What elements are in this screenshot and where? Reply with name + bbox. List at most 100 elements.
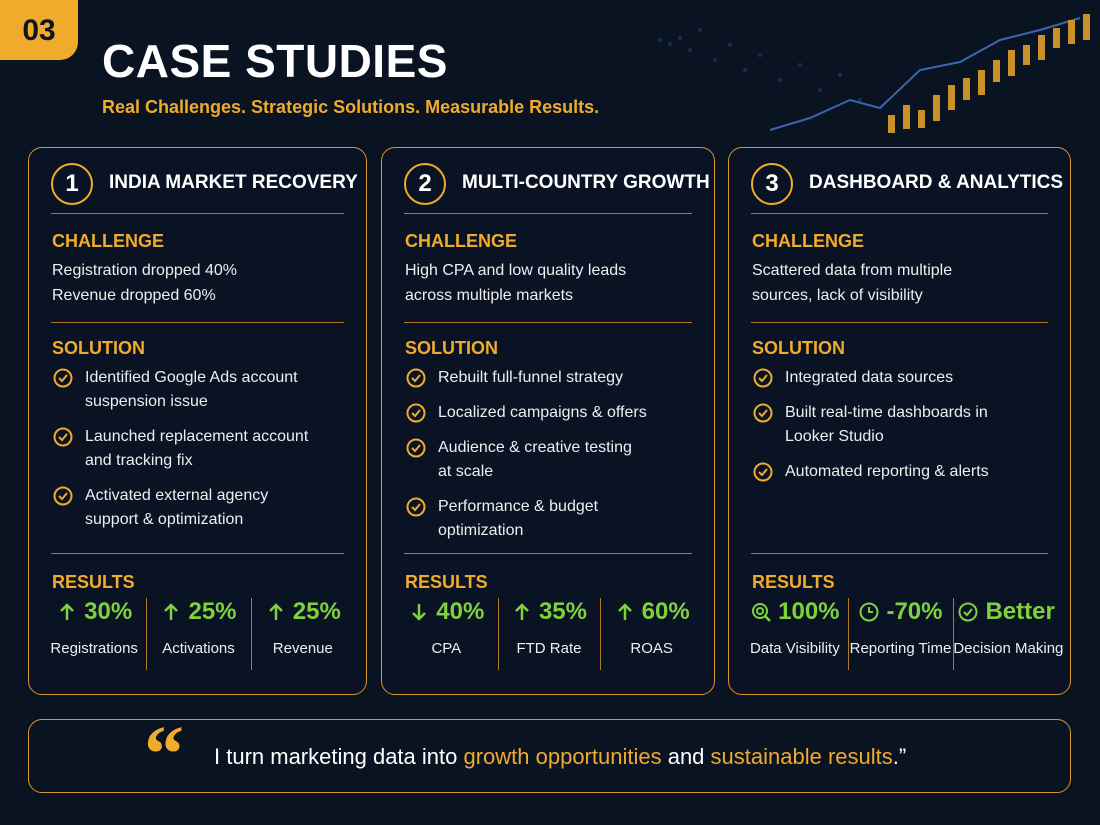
challenge-text: Scattered data from multiple sources, lac…	[752, 258, 952, 308]
solution-line: Launched replacement account	[85, 428, 309, 445]
decor-chart	[658, 14, 1090, 133]
challenge-label: CHALLENGE	[752, 231, 864, 251]
solution-line: Performance & budget	[438, 498, 599, 515]
solution-list: Rebuilt full-funnel strategy Localized ca…	[405, 366, 647, 554]
case-card: 3 DASHBOARD & ANALYTICS CHALLENGE Scattered…	[728, 147, 1071, 695]
quote-text: I turn marketing data into growth opport…	[214, 744, 906, 770]
result-number: 35%	[538, 598, 587, 625]
result-label: Data Visibility	[749, 640, 840, 657]
result-separator	[250, 598, 252, 670]
result: -70% Reporting Time	[847, 598, 954, 670]
challenge-line: Registration dropped 40%	[52, 262, 238, 279]
solution-list: Integrated data sources Built real-time d…	[752, 366, 989, 495]
result-value: Better	[953, 598, 1059, 626]
result-number: 60%	[641, 598, 690, 625]
check-icon	[406, 497, 426, 517]
solution-line: at scale	[438, 463, 494, 480]
result-value: -70%	[848, 598, 954, 626]
challenge-text: High CPA and low quality leads across mul…	[405, 258, 626, 308]
result: 100% Data Visibility	[742, 598, 848, 670]
solution-item: Audience & creative testing at scale	[405, 436, 647, 484]
check-icon	[406, 403, 426, 423]
result-number: 40%	[436, 598, 485, 625]
challenge-line: across multiple markets	[405, 287, 574, 304]
solution-line: Automated reporting & alerts	[785, 463, 989, 480]
solution-line: optimization	[438, 522, 524, 539]
up-icon	[617, 603, 632, 620]
result-separator	[497, 598, 499, 670]
divider	[404, 322, 692, 323]
challenge-text: Registration dropped 40% Revenue dropped …	[52, 258, 237, 308]
result-number: Better	[985, 598, 1055, 625]
card-number: 2	[404, 163, 446, 205]
result-value: 25%	[146, 598, 250, 626]
solution-line: suspension issue	[85, 393, 208, 410]
solution-label: SOLUTION	[405, 338, 498, 358]
result-number: 25%	[188, 598, 237, 625]
search-icon	[752, 603, 772, 622]
result-number: 100%	[778, 598, 840, 625]
results-label: RESULTS	[405, 572, 488, 592]
solution-item: Integrated data sources	[752, 366, 989, 390]
solution-list: Identified Google Ads account suspension …	[52, 366, 308, 543]
result-value: 100%	[742, 598, 848, 626]
page-title: CASE STUDIES	[102, 35, 448, 87]
result-value: 60%	[600, 598, 703, 626]
down-icon	[412, 604, 427, 621]
challenge-line: Scattered data from multiple	[752, 262, 953, 279]
section-badge: 03	[0, 0, 78, 60]
quote-highlight: growth opportunities	[463, 744, 662, 769]
solution-line: Activated external agency	[85, 487, 269, 504]
challenge-label: CHALLENGE	[52, 231, 164, 251]
case-card: 1 INDIA MARKET RECOVERY CHALLENGE Registrat…	[28, 147, 367, 695]
challenge-label: CHALLENGE	[405, 231, 517, 251]
solution-item: Performance & budget optimization	[405, 495, 647, 543]
quote-part: .”	[892, 744, 907, 769]
quote-part: I turn marketing data into	[214, 744, 464, 769]
result-label: ROAS	[630, 640, 673, 657]
solution-label: SOLUTION	[52, 338, 145, 358]
divider	[51, 553, 344, 554]
results-label: RESULTS	[52, 572, 135, 592]
solution-line: Localized campaigns & offers	[438, 404, 647, 421]
result-label: Revenue	[272, 640, 333, 657]
solution-item: Activated external agency support & optim…	[52, 484, 308, 532]
solution-label: SOLUTION	[752, 338, 845, 358]
result-label: Activations	[162, 640, 235, 657]
case-card: 2 MULTI-COUNTRY GROWTH CHALLENGE High CPA a…	[381, 147, 715, 695]
result-number: 25%	[292, 598, 341, 625]
result: 25% Revenue	[250, 598, 355, 670]
solution-line: Audience & creative testing	[438, 439, 632, 456]
check-icon	[406, 368, 426, 388]
divider	[51, 322, 344, 323]
check-icon	[53, 486, 73, 506]
solution-item: Automated reporting & alerts	[752, 460, 989, 484]
check-icon	[406, 438, 426, 458]
card-number: 3	[751, 163, 793, 205]
result: 35% FTD Rate	[497, 598, 601, 670]
quote-mark: “	[144, 711, 184, 799]
solution-line: and tracking fix	[85, 452, 193, 469]
check-icon	[753, 368, 773, 388]
result: 25% Activations	[146, 598, 250, 670]
solution-line: Looker Studio	[785, 428, 884, 445]
result-label: Registrations	[50, 640, 138, 657]
solution-line: Rebuilt full-funnel strategy	[438, 369, 623, 386]
result-label: FTD Rate	[516, 640, 582, 657]
solution-item: Localized campaigns & offers	[405, 401, 647, 425]
solution-item: Rebuilt full-funnel strategy	[405, 366, 647, 390]
result-label: Reporting Time	[849, 640, 952, 657]
check-icon	[753, 403, 773, 423]
solution-item: Built real-time dashboards in Looker Stud…	[752, 401, 989, 449]
subtitle: Real Challenges. Strategic Solutions. Me…	[102, 97, 600, 117]
divider	[404, 213, 692, 214]
result-value: 25%	[251, 598, 355, 626]
result-value: 35%	[498, 598, 601, 626]
result: 60% ROAS	[600, 598, 703, 670]
challenge-line: High CPA and low quality leads	[405, 262, 627, 279]
solution-line: support & optimization	[85, 511, 244, 528]
clock-icon	[859, 602, 879, 622]
result-number: 30%	[84, 598, 133, 625]
card-title: DASHBOARD & ANALYTICS	[809, 172, 1064, 193]
quote-highlight: sustainable results	[710, 744, 893, 769]
